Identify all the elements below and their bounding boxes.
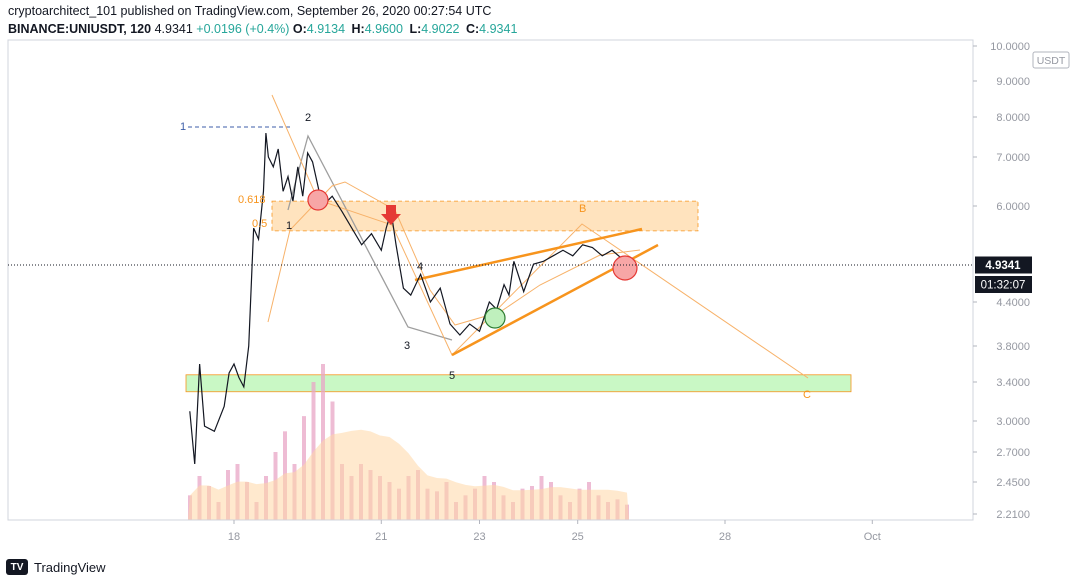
close-value: 4.9341 bbox=[479, 22, 518, 36]
low-label: L: bbox=[409, 22, 422, 36]
y-tick-label: 7.0000 bbox=[996, 152, 1030, 164]
x-tick-label: 21 bbox=[375, 531, 387, 543]
tradingview-footer[interactable]: TV TradingView bbox=[6, 559, 106, 575]
resistance-zone bbox=[271, 200, 699, 232]
wave-label-b: B bbox=[579, 203, 586, 215]
high-value: 4.9600 bbox=[364, 22, 403, 36]
wave-gray-path bbox=[287, 134, 453, 341]
currency-badge[interactable] bbox=[1032, 51, 1070, 69]
wave-abc-path bbox=[271, 94, 809, 379]
wave-label-2: 2 bbox=[305, 112, 311, 124]
price-change: +0.0196 (+0.4%) bbox=[196, 22, 290, 36]
x-tick-label: 23 bbox=[473, 531, 485, 543]
y-tick-label: 10.0000 bbox=[990, 41, 1030, 53]
support-zone bbox=[185, 374, 852, 393]
chart-pane-border bbox=[7, 39, 974, 521]
y-tick-label: 8.0000 bbox=[996, 112, 1030, 124]
brand-label: TradingView bbox=[34, 559, 106, 575]
low-value: 4.9022 bbox=[421, 22, 460, 36]
y-tick-label: 2.7000 bbox=[996, 447, 1030, 459]
price-line bbox=[189, 132, 633, 465]
wave-label-5: 5 bbox=[449, 370, 455, 382]
buy-signal-circle bbox=[484, 307, 506, 329]
fib-label-1: 1 bbox=[180, 121, 186, 133]
wedge-upper-line bbox=[414, 227, 643, 282]
open-label: O: bbox=[292, 22, 307, 36]
x-tick-label: Oct bbox=[864, 531, 881, 543]
down-arrow-icon bbox=[381, 205, 401, 225]
markers bbox=[307, 189, 638, 329]
y-tick-label: 2.4500 bbox=[996, 477, 1030, 489]
wave-label-1: 1 bbox=[286, 220, 292, 232]
symbol-info: BINANCE:UNIUSDT, 120 4.9341 +0.0196 (+0.… bbox=[8, 22, 520, 36]
wave-label-3: 3 bbox=[404, 340, 410, 352]
chart-drawings bbox=[188, 94, 809, 379]
x-tick-label: 25 bbox=[572, 531, 584, 543]
currency-label: USDT bbox=[1037, 55, 1066, 67]
wave-label-c: C bbox=[803, 389, 811, 401]
open-value: 4.9134 bbox=[306, 22, 346, 36]
publish-info: cryptoarchitect_101 published on Trading… bbox=[8, 4, 492, 18]
y-tick-label: 3.8000 bbox=[996, 341, 1030, 353]
wave-labels: 1 2 0.618 0.5 1 3 4 5 B C bbox=[180, 112, 811, 401]
close-label: C: bbox=[465, 22, 480, 36]
y-tick-label: 9.0000 bbox=[996, 76, 1030, 88]
countdown-tag bbox=[975, 276, 1032, 293]
last-price: 4.9341 bbox=[154, 22, 193, 36]
x-tick-label: 28 bbox=[719, 531, 731, 543]
y-tick-label: 6.0000 bbox=[996, 201, 1030, 213]
fib-label-05: 0.5 bbox=[252, 218, 267, 230]
high-label: H: bbox=[351, 22, 365, 36]
y-tick-label: 4.4000 bbox=[996, 297, 1030, 309]
sell-signal-circle bbox=[307, 189, 329, 211]
breakdown-circle bbox=[612, 255, 638, 281]
fib-label-618: 0.618 bbox=[238, 194, 266, 206]
x-tick-label: 18 bbox=[228, 531, 240, 543]
tradingview-logo-icon: TV bbox=[6, 559, 28, 575]
y-tick-label: 3.0000 bbox=[996, 416, 1030, 428]
last-price-tag bbox=[975, 256, 1032, 274]
volume-average-area bbox=[188, 429, 629, 520]
y-tick-label: 3.4000 bbox=[996, 377, 1030, 389]
countdown-label: 01:32:07 bbox=[981, 280, 1026, 292]
symbol-name[interactable]: BINANCE:UNIUSDT, 120 bbox=[8, 22, 152, 36]
y-tick-label: 2.2100 bbox=[996, 509, 1030, 521]
wave-label-4: 4 bbox=[417, 261, 423, 273]
volume-bar bbox=[311, 382, 316, 520]
last-price-tag-label: 4.9341 bbox=[985, 260, 1021, 272]
